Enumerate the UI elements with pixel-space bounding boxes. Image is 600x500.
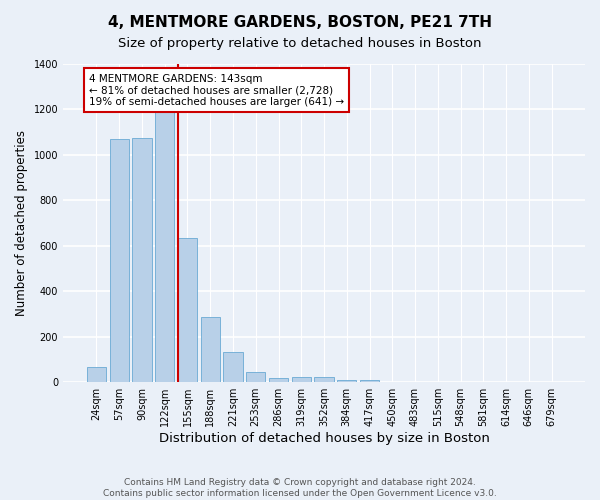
Y-axis label: Number of detached properties: Number of detached properties [15, 130, 28, 316]
Bar [223, 352, 242, 382]
Bar [200, 318, 220, 382]
X-axis label: Distribution of detached houses by size in Boston: Distribution of detached houses by size … [158, 432, 490, 445]
Bar [360, 380, 379, 382]
Bar [269, 378, 288, 382]
Text: Contains HM Land Registry data © Crown copyright and database right 2024.
Contai: Contains HM Land Registry data © Crown c… [103, 478, 497, 498]
Bar [132, 138, 152, 382]
Bar [87, 368, 106, 382]
Bar [292, 377, 311, 382]
Bar [178, 238, 197, 382]
Bar [314, 377, 334, 382]
Text: 4 MENTMORE GARDENS: 143sqm
← 81% of detached houses are smaller (2,728)
19% of s: 4 MENTMORE GARDENS: 143sqm ← 81% of deta… [89, 74, 344, 106]
Text: Size of property relative to detached houses in Boston: Size of property relative to detached ho… [118, 38, 482, 51]
Text: 4, MENTMORE GARDENS, BOSTON, PE21 7TH: 4, MENTMORE GARDENS, BOSTON, PE21 7TH [108, 15, 492, 30]
Bar [110, 139, 129, 382]
Bar [246, 372, 265, 382]
Bar [155, 98, 175, 382]
Bar [337, 380, 356, 382]
